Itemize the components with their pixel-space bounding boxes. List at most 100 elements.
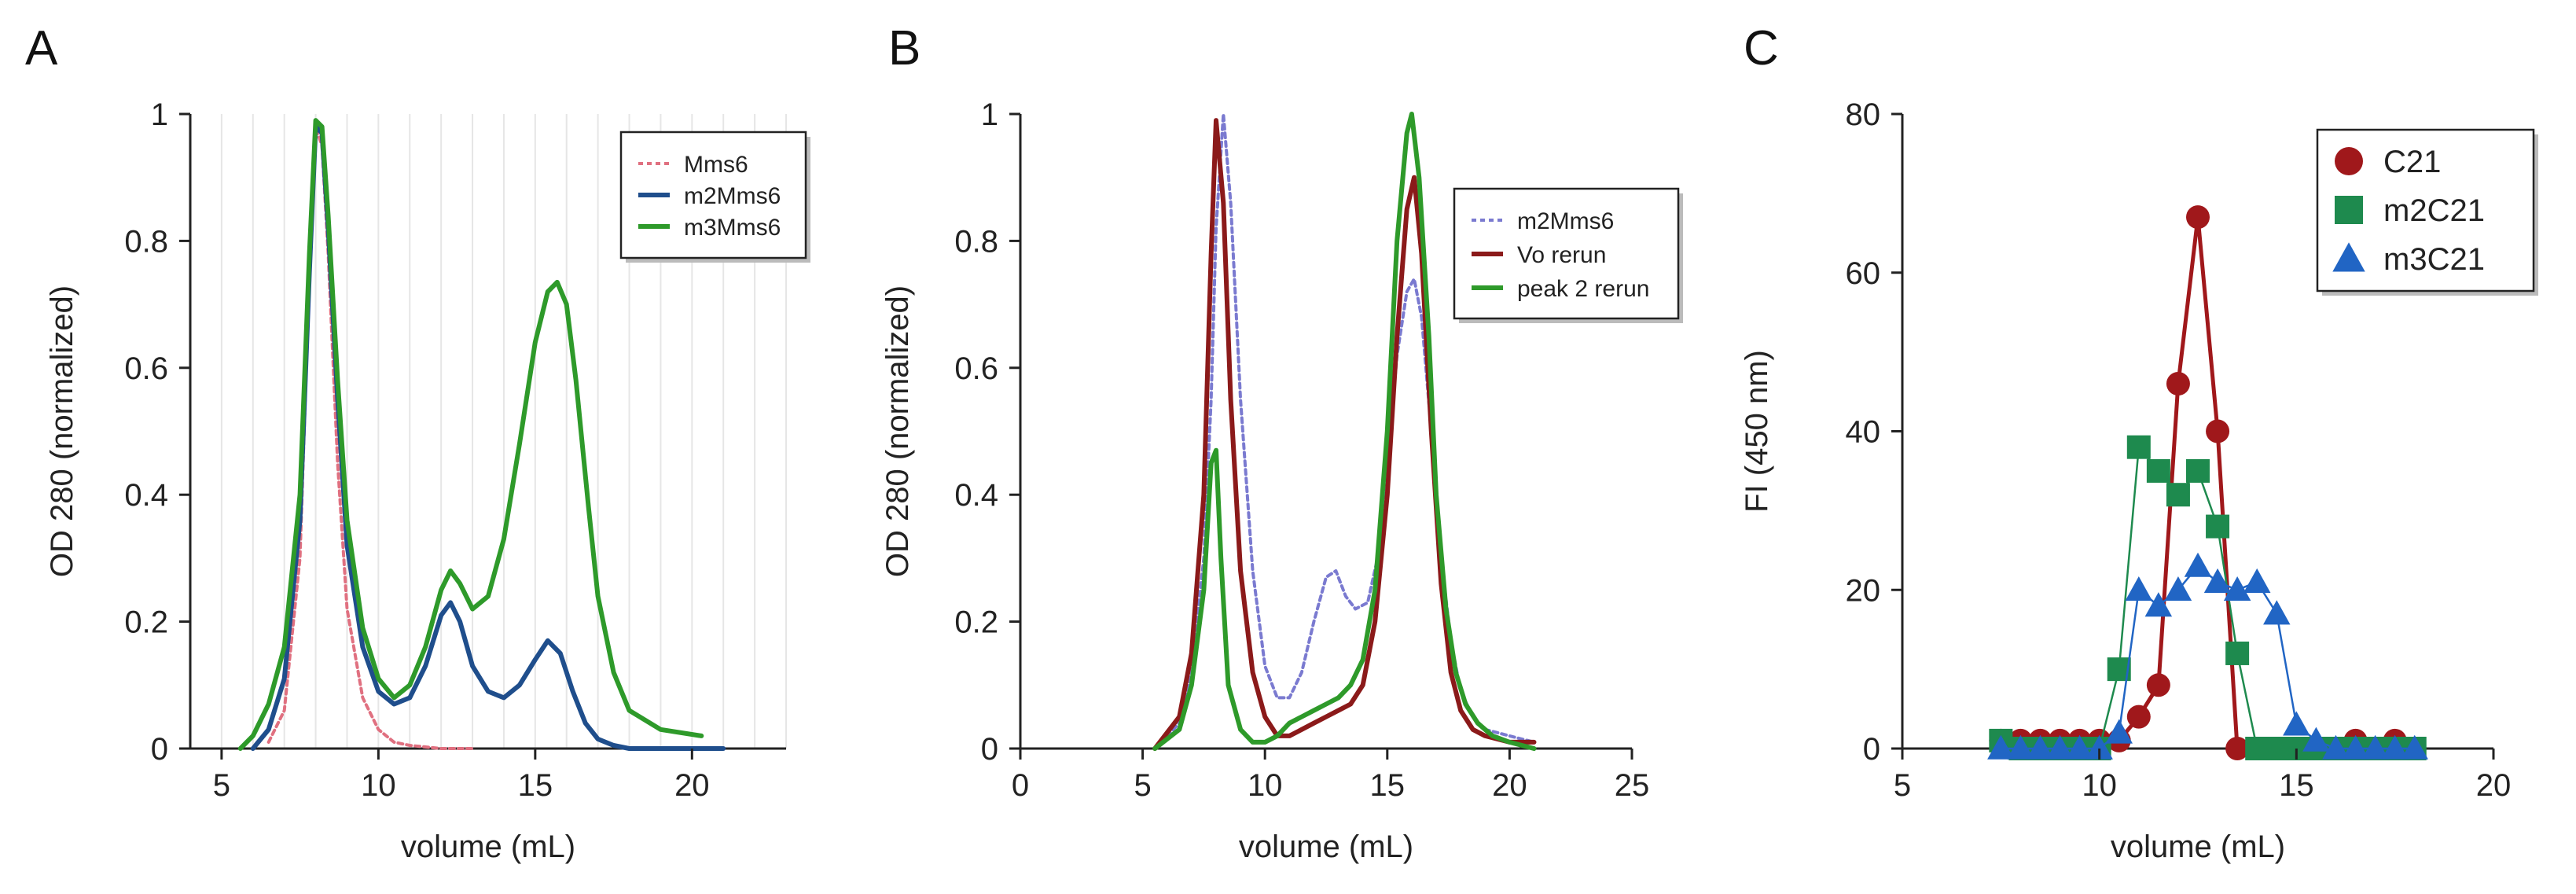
data-point-m3c21 — [2046, 734, 2074, 760]
data-point-c21 — [2166, 371, 2190, 395]
legend-label-peak-2-rerun: peak 2 rerun — [1517, 276, 1649, 302]
data-point-m2c21 — [2146, 458, 2170, 483]
data-point-m3c21 — [2302, 727, 2330, 752]
data-point-m3c21 — [2283, 711, 2310, 736]
data-point-m3c21 — [2381, 734, 2409, 760]
series-line-c21 — [2001, 216, 2416, 751]
data-point-m3c21 — [2263, 600, 2291, 625]
chart-panel-b: 0 5 10 15 20 25 0 0.2 0.4 0.6 0.8 1 volume (mL) OD… — [880, 97, 1683, 864]
data-point-m2c21 — [2186, 458, 2210, 483]
data-point-m3c21 — [2007, 734, 2034, 760]
y-axis-label-c: FI (450 nm) — [1740, 350, 1774, 513]
series-line-m3mms6 — [237, 118, 704, 751]
y-tick-label-b: 0.8 — [954, 224, 998, 259]
y-tick-label-a: 0 — [151, 732, 168, 767]
panel-label-b: B — [888, 21, 921, 75]
legend-c: C21 m2C21 m3C21 — [2316, 128, 2538, 296]
x-tick-label-b: 5 — [1134, 768, 1151, 803]
x-tick-label-b: 10 — [1248, 768, 1283, 803]
x-tick-label-a: 20 — [674, 768, 710, 803]
y-tick-label-b: 0.2 — [954, 605, 998, 640]
y-tick-label-b: 0.4 — [954, 478, 998, 513]
data-point-m3c21 — [2223, 576, 2251, 602]
y-tick-label-a: 1 — [151, 97, 168, 132]
y-axis-label-b: OD 280 (normalized) — [880, 285, 915, 577]
series-line-m3c21 — [2001, 565, 2415, 750]
data-point-c21 — [2206, 419, 2230, 443]
legend-b: m2Mms6 Vo rerun peak 2 rerun — [1453, 187, 1683, 323]
series-line-m2c21 — [2000, 444, 2415, 750]
data-point-m3c21 — [2361, 734, 2389, 760]
data-point-c21 — [2225, 737, 2250, 760]
legend-swatch-m2c21 — [2335, 196, 2363, 224]
legend-swatch-c21 — [2335, 147, 2363, 175]
x-tick-label-c: 20 — [2476, 768, 2512, 803]
x-tick-label-a: 15 — [518, 768, 553, 803]
x-tick-label-c: 10 — [2082, 768, 2117, 803]
legend-label-mms6: Mms6 — [684, 152, 748, 178]
legend-label-c21: C21 — [2383, 145, 2441, 179]
panel-label-c: C — [1744, 21, 1779, 75]
y-tick-label-b: 0.6 — [954, 351, 998, 386]
data-point-c21 — [2186, 205, 2210, 230]
series-line-vo-rerun — [1152, 118, 1537, 751]
y-tick-label-a: 0.2 — [124, 605, 168, 640]
x-axis-label-b: volume (mL) — [1239, 830, 1413, 864]
x-tick-label-c: 15 — [2279, 768, 2314, 803]
legend-label-m3c21: m3C21 — [2383, 242, 2485, 277]
data-point-m2c21 — [2206, 514, 2230, 539]
y-tick-label-a: 0.8 — [124, 224, 168, 259]
legend-label-m3mms6: m3Mms6 — [684, 215, 781, 241]
x-axis-label-a: volume (mL) — [401, 830, 575, 864]
y-tick-label-b: 0 — [981, 732, 998, 767]
legend-a: Mms6 m2Mms6 m3Mms6 — [619, 131, 810, 263]
data-point-m3c21 — [2085, 734, 2113, 760]
y-tick-label-c: 80 — [1846, 97, 1881, 132]
x-axis-label-c: volume (mL) — [2111, 830, 2285, 864]
data-point-m2c21 — [2126, 435, 2151, 459]
data-point-m3c21 — [2243, 568, 2271, 593]
data-point-m2c21 — [2245, 737, 2269, 760]
chart-panel-c: 5 10 15 20 0 20 40 60 80 volume (mL) FI (450 nm… — [1740, 97, 2538, 864]
data-point-m3c21 — [2203, 568, 2232, 593]
chart-panel-a: 5 10 15 20 0 0.2 0.4 0.6 0.8 1 volume (mL) OD 28… — [45, 97, 810, 864]
x-tick-label-c: 5 — [1894, 768, 1911, 803]
data-point-m3c21 — [2164, 576, 2192, 602]
y-tick-label-c: 20 — [1846, 573, 1881, 608]
x-tick-label-a: 10 — [361, 768, 396, 803]
data-point-m3c21 — [2342, 734, 2369, 760]
y-tick-label-c: 0 — [1863, 732, 1880, 767]
legend-label-m2c21: m2C21 — [2383, 193, 2485, 228]
y-tick-label-c: 40 — [1846, 415, 1881, 450]
y-tick-label-b: 1 — [981, 97, 998, 132]
data-point-m3c21 — [2401, 734, 2428, 760]
x-tick-label-b: 15 — [1370, 768, 1406, 803]
data-point-m2c21 — [2225, 641, 2250, 665]
data-point-m3c21 — [2105, 719, 2133, 744]
y-axis-label-a: OD 280 (normalized) — [45, 285, 79, 577]
panel-label-a: A — [25, 21, 58, 75]
data-point-c21 — [2146, 673, 2170, 697]
data-point-m3c21 — [1987, 734, 2015, 760]
legend-label-vo-rerun: Vo rerun — [1517, 242, 1606, 268]
data-point-m3c21 — [2027, 734, 2054, 760]
data-point-m3c21 — [2066, 734, 2093, 760]
y-tick-label-c: 60 — [1846, 256, 1881, 291]
data-point-m3c21 — [2184, 552, 2212, 577]
data-point-m3c21 — [2144, 592, 2173, 617]
x-tick-label-b: 20 — [1492, 768, 1527, 803]
legend-label-m2mms6: m2Mms6 — [684, 183, 781, 209]
legend-label-m2mms6: m2Mms6 — [1517, 208, 1614, 234]
series-line-peak-2-rerun — [1152, 112, 1537, 751]
x-tick-label-b: 0 — [1012, 768, 1029, 803]
data-point-c21 — [2126, 705, 2151, 729]
data-point-m3c21 — [2125, 576, 2153, 602]
data-point-m2c21 — [2166, 483, 2190, 507]
legend-swatch-m3c21 — [2332, 242, 2365, 272]
y-tick-label-a: 0.4 — [124, 478, 168, 513]
y-tick-label-a: 0.6 — [124, 351, 168, 386]
data-point-m2c21 — [2265, 737, 2289, 760]
data-point-m3c21 — [2322, 734, 2350, 760]
x-tick-label-a: 5 — [213, 768, 230, 803]
